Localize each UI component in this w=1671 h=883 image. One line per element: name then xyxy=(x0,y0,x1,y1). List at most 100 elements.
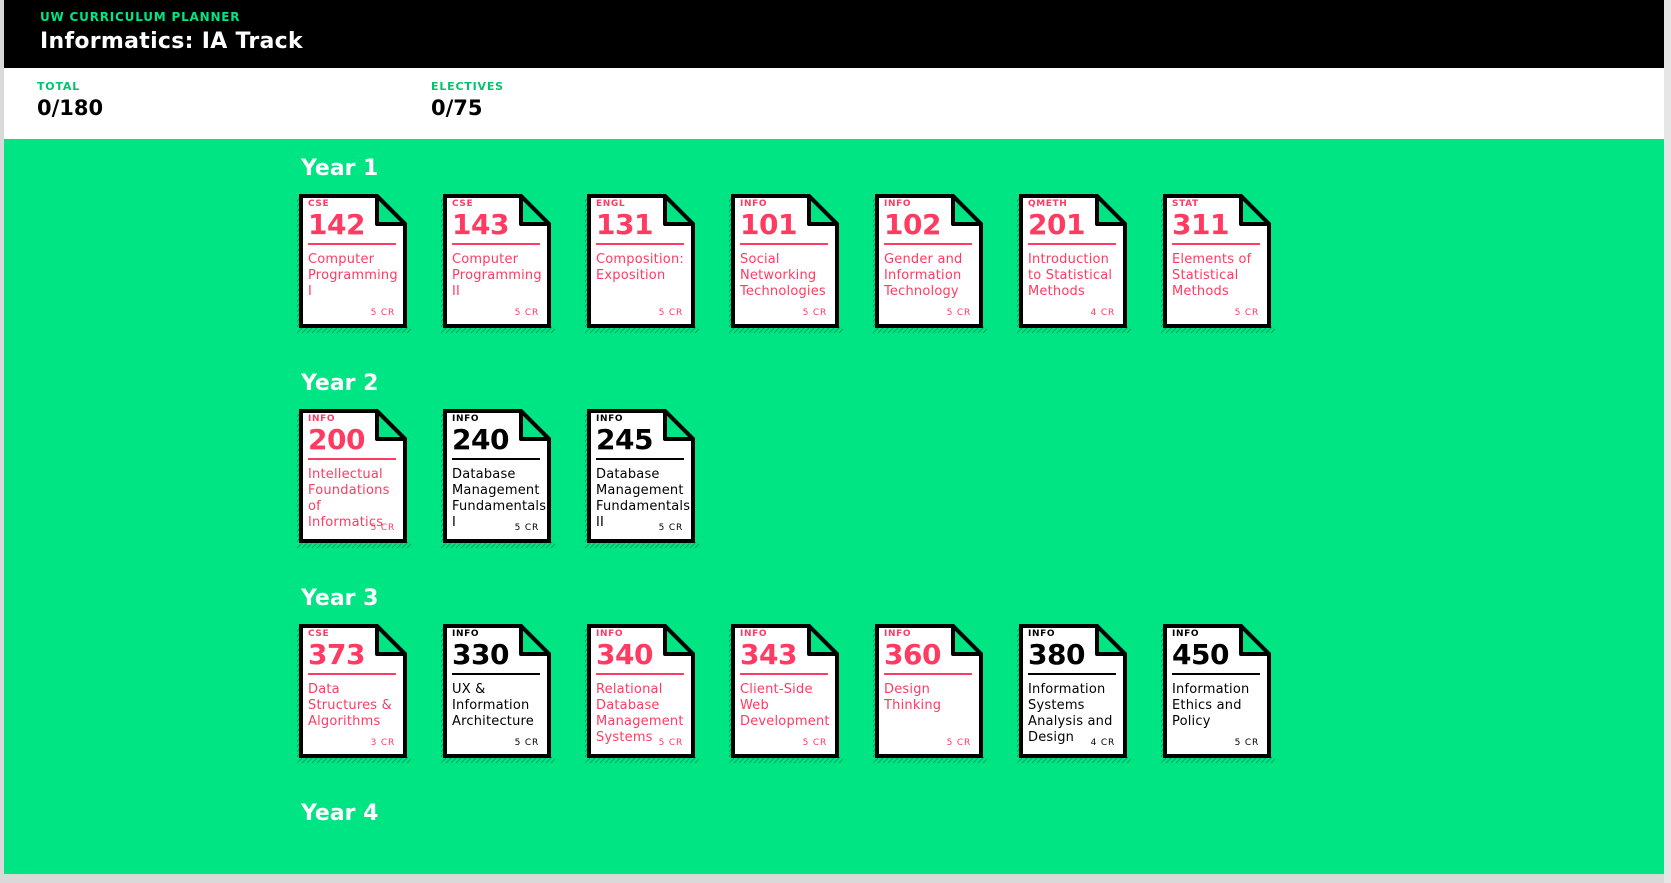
course-dept: INFO xyxy=(308,414,336,424)
course-name: Client-Side Web Development xyxy=(740,682,830,729)
course-name: Social Networking Technologies xyxy=(740,252,826,299)
course-dept: INFO xyxy=(1172,629,1200,639)
stat-total-label: TOTAL xyxy=(37,80,81,93)
document-icon xyxy=(297,194,411,334)
course-number: 143 xyxy=(452,208,509,241)
course-card[interactable]: INFO 340 Relational Database Management Sy… xyxy=(585,622,699,765)
course-credits: 4 CR xyxy=(1090,738,1115,748)
course-info: CSE 142 Computer Programming I xyxy=(308,199,398,300)
course-dept: INFO xyxy=(452,629,480,639)
course-card[interactable]: INFO 102 Gender and Information Technology… xyxy=(873,192,987,335)
document-icon xyxy=(441,409,555,549)
document-icon xyxy=(441,624,555,764)
course-info: INFO 101 Social Networking Technologies xyxy=(740,199,828,300)
course-card[interactable]: CSE 143 Computer Programming II 5 CR xyxy=(441,192,555,335)
document-icon xyxy=(729,624,843,764)
document-icon xyxy=(1161,624,1275,764)
course-number: 340 xyxy=(596,638,653,671)
course-name: Information Ethics and Policy xyxy=(1172,682,1250,729)
course-credits: 5 CR xyxy=(1234,738,1259,748)
course-card[interactable]: INFO 245 Database Management Fundamentals … xyxy=(585,407,699,550)
course-info: INFO 360 Design Thinking xyxy=(884,629,972,714)
course-list: INFO 200 Intellectual Foundations of Infor… xyxy=(297,407,1275,550)
course-card[interactable]: INFO 450 Information Ethics and Policy 5 CR xyxy=(1161,622,1275,765)
course-info: INFO 330 UX & Information Architecture xyxy=(452,629,540,730)
course-card[interactable]: QMETH 201 Introduction to Statistical Meth… xyxy=(1017,192,1131,335)
divider xyxy=(1028,673,1116,675)
course-card[interactable]: INFO 240 Database Management Fundamentals … xyxy=(441,407,555,550)
document-icon xyxy=(1017,624,1131,764)
divider xyxy=(740,673,828,675)
app-kicker: UW CURRICULUM PLANNER xyxy=(40,10,241,24)
course-credits: 3 CR xyxy=(370,738,395,748)
course-name: Design Thinking xyxy=(884,682,942,713)
course-dept: CSE xyxy=(308,629,330,639)
stat-total: TOTAL 0/180 xyxy=(37,80,103,120)
document-icon xyxy=(873,194,987,334)
divider xyxy=(596,243,684,245)
course-dept: STAT xyxy=(1172,199,1199,209)
stat-electives-label: ELECTIVES xyxy=(431,80,504,93)
course-card[interactable]: CSE 373 Data Structures & Algorithms 3 CR xyxy=(297,622,411,765)
course-dept: INFO xyxy=(1028,629,1056,639)
course-card[interactable]: INFO 343 Client-Side Web Development 5 CR xyxy=(729,622,843,765)
course-card[interactable]: INFO 330 UX & Information Architecture 5 CR xyxy=(441,622,555,765)
course-info: INFO 102 Gender and Information Technology xyxy=(884,199,972,300)
year-section: Year 4 xyxy=(297,803,1275,825)
course-info: INFO 245 Database Management Fundamentals … xyxy=(596,414,690,531)
course-info: INFO 340 Relational Database Management Sy… xyxy=(596,629,684,746)
document-icon xyxy=(873,624,987,764)
course-credits: 5 CR xyxy=(946,308,971,318)
divider xyxy=(452,458,540,460)
course-name: Relational Database Management Systems xyxy=(596,682,684,745)
divider xyxy=(596,458,684,460)
divider xyxy=(884,673,972,675)
course-credits: 5 CR xyxy=(658,308,683,318)
course-info: INFO 240 Database Management Fundamentals … xyxy=(452,414,546,531)
course-credits: 5 CR xyxy=(802,738,827,748)
course-credits: 5 CR xyxy=(514,738,539,748)
divider xyxy=(452,673,540,675)
course-number: 142 xyxy=(308,208,365,241)
stat-total-value: 0/180 xyxy=(37,96,104,120)
document-icon xyxy=(585,409,699,549)
course-credits: 4 CR xyxy=(1090,308,1115,318)
document-icon xyxy=(1017,194,1131,334)
course-info: INFO 450 Information Ethics and Policy xyxy=(1172,629,1260,730)
course-credits: 5 CR xyxy=(946,738,971,748)
year-heading: Year 2 xyxy=(301,371,379,396)
document-icon xyxy=(1161,194,1275,334)
divider xyxy=(308,458,396,460)
course-list: CSE 373 Data Structures & Algorithms 3 CR IN… xyxy=(297,622,1275,765)
document-icon xyxy=(441,194,555,334)
course-number: 201 xyxy=(1028,208,1085,241)
course-name: Intellectual Foundations of Informatics xyxy=(308,467,390,530)
course-credits: 5 CR xyxy=(514,308,539,318)
course-dept: INFO xyxy=(596,414,624,424)
stat-electives: ELECTIVES 0/75 xyxy=(431,80,504,120)
document-icon xyxy=(729,194,843,334)
course-card[interactable]: INFO 200 Intellectual Foundations of Infor… xyxy=(297,407,411,550)
course-card[interactable]: INFO 380 Information Systems Analysis and … xyxy=(1017,622,1131,765)
course-dept: CSE xyxy=(308,199,330,209)
course-card[interactable]: ENGL 131 Composition: Exposition 5 CR xyxy=(585,192,699,335)
year-section: Year 3 CSE 373 Data Structures & Algorithms… xyxy=(297,588,1275,765)
divider xyxy=(1172,243,1260,245)
course-name: UX & Information Architecture xyxy=(452,682,534,729)
course-card[interactable]: INFO 101 Social Networking Technologies 5 C… xyxy=(729,192,843,335)
course-card[interactable]: CSE 142 Computer Programming I 5 CR xyxy=(297,192,411,335)
credit-summary: TOTAL 0/180 ELECTIVES 0/75 xyxy=(4,68,1664,139)
app-window: UW CURRICULUM PLANNER Informatics: IA Tr… xyxy=(4,0,1664,874)
course-number: 330 xyxy=(452,638,509,671)
course-card[interactable]: STAT 311 Elements of Statistical Methods 5 … xyxy=(1161,192,1275,335)
course-credits: 5 CR xyxy=(1234,308,1259,318)
year-section: Year 2 INFO 200 Intellectual Foundations of… xyxy=(297,371,1275,550)
course-info: CSE 143 Computer Programming II xyxy=(452,199,542,300)
course-card[interactable]: INFO 360 Design Thinking 5 CR xyxy=(873,622,987,765)
course-credits: 5 CR xyxy=(658,523,683,533)
course-number: 245 xyxy=(596,423,653,456)
course-number: 360 xyxy=(884,638,941,671)
